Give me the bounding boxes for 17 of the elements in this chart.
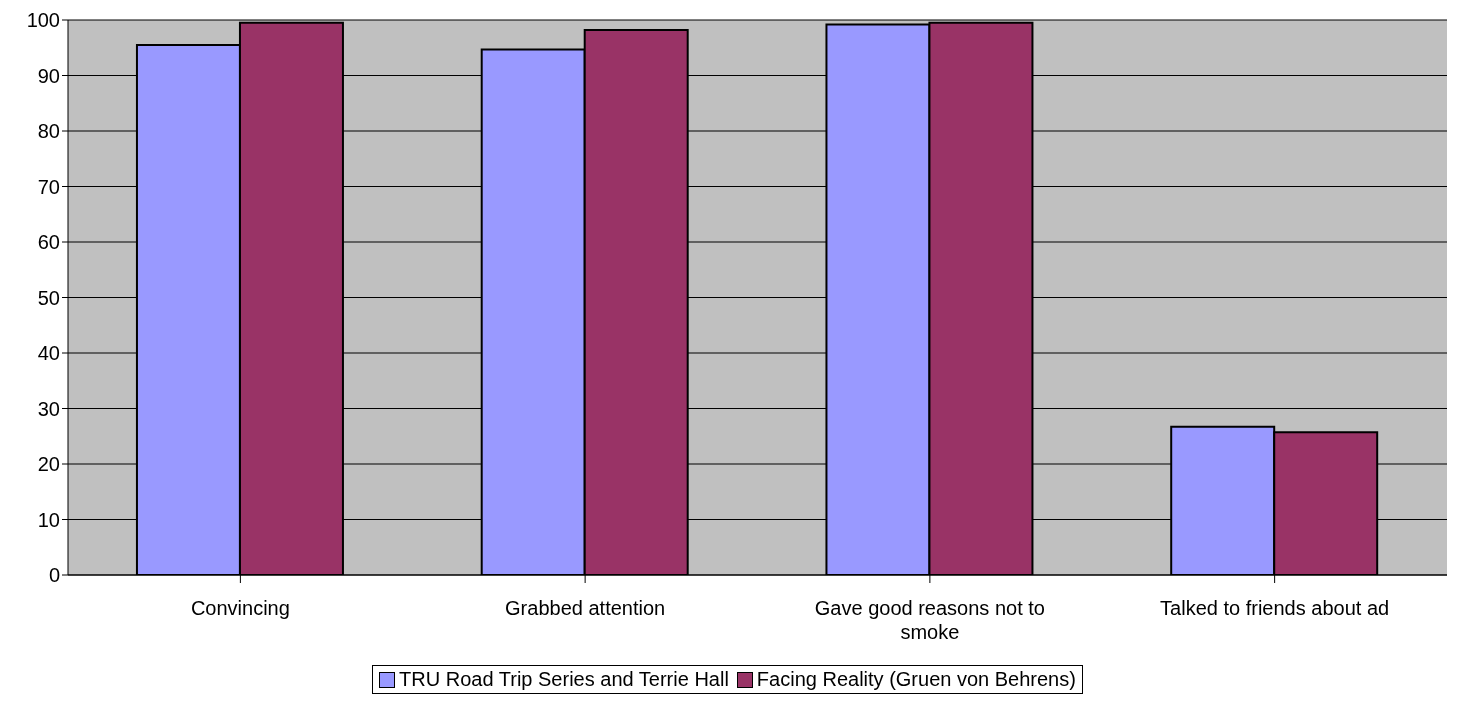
y-tick-label: 30 — [37, 397, 60, 420]
legend-label: TRU Road Trip Series and Terrie Hall — [399, 668, 729, 691]
y-tick-label: 50 — [37, 286, 60, 309]
y-tick-label: 70 — [37, 175, 60, 198]
x-tick-label: Grabbed attention — [505, 597, 666, 619]
y-tick-label: 40 — [37, 342, 60, 365]
y-tick-label: 90 — [37, 64, 60, 87]
x-tick-label: Talked to friends about ad — [1160, 597, 1390, 619]
x-tick-label: Convincing — [190, 597, 290, 619]
legend-label: Facing Reality (Gruen von Behrens) — [756, 668, 1076, 691]
x-tick-label: Gave good reasons not to smoke — [814, 597, 1045, 643]
y-tick-label: 100 — [26, 9, 60, 32]
y-tick-label: 10 — [37, 508, 60, 531]
y-tick-label: 0 — [48, 564, 60, 587]
y-tick-label: 60 — [37, 231, 60, 254]
y-tick-label: 80 — [37, 120, 60, 143]
y-tick-label: 20 — [37, 453, 60, 476]
